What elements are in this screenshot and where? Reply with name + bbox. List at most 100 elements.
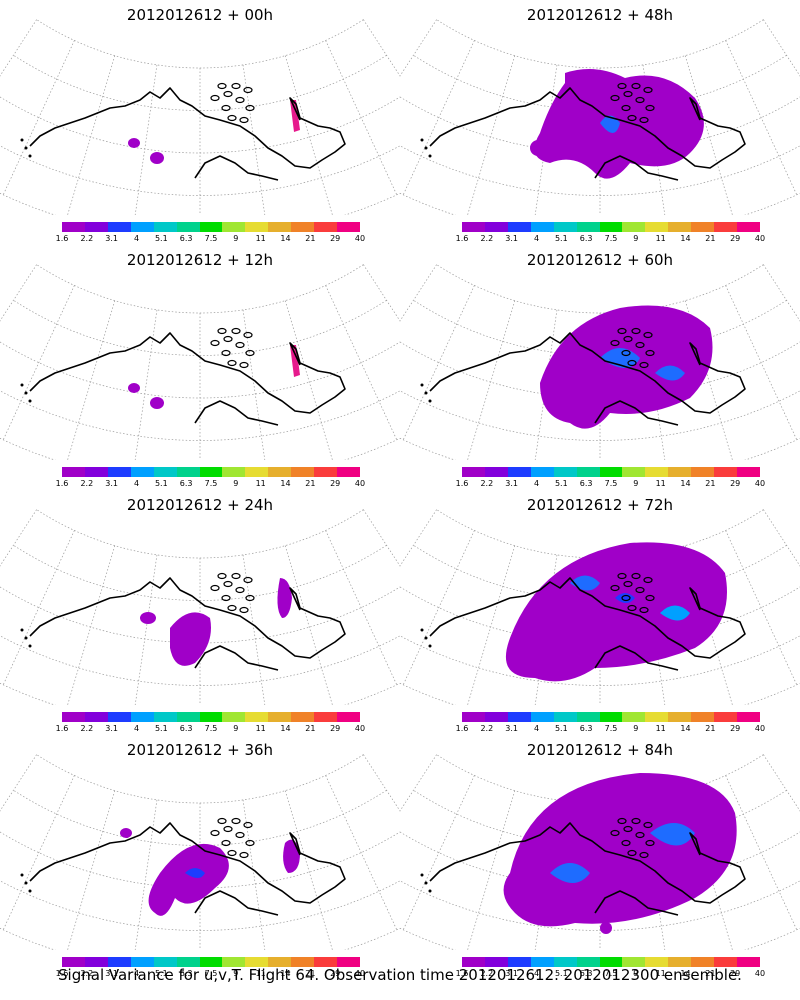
island-dot xyxy=(24,881,28,885)
island-dot xyxy=(428,399,432,403)
island-outline xyxy=(245,839,255,847)
colorbar-tick-label: 1.6 xyxy=(455,479,469,488)
colorbar-swatch xyxy=(176,712,200,722)
colorbar-tick-label: 2.2 xyxy=(80,969,94,978)
latitude-circle xyxy=(0,682,400,705)
island-outline xyxy=(239,606,249,614)
colorbar-tick-label: 4 xyxy=(133,969,140,978)
variance-region xyxy=(150,152,164,164)
island-outline xyxy=(635,341,645,349)
colorbar-tick-label: 5.1 xyxy=(154,969,168,978)
variance-region xyxy=(120,828,132,838)
latitude-circle xyxy=(400,437,800,460)
colorbar-swatch xyxy=(314,467,338,477)
island-outline xyxy=(645,839,655,847)
island-outline xyxy=(610,94,620,102)
variance-region xyxy=(615,593,635,603)
island-outline xyxy=(243,331,253,339)
colorbar-swatch xyxy=(530,712,554,722)
colorbar-tick-label: 7.5 xyxy=(604,479,618,488)
colorbar-swatch xyxy=(199,712,223,722)
colorbar-swatch xyxy=(599,467,623,477)
island-dot xyxy=(24,636,28,640)
colorbar-tick-label: 5.1 xyxy=(154,479,168,488)
colorbar-swatch xyxy=(245,467,269,477)
colorbar-ticks: 1.6 2.2 3.1 4 5.1 6.3 7.5 9 11 14 21 29 40 xyxy=(456,234,765,244)
colorbar-swatch xyxy=(462,467,485,477)
map-plot xyxy=(0,754,400,950)
island-outline xyxy=(610,339,620,347)
island-outline xyxy=(635,96,645,104)
colorbar-swatch xyxy=(462,712,485,722)
colorbar-tick-label: 21 xyxy=(305,479,316,488)
island-outline xyxy=(210,829,220,837)
island-dot xyxy=(420,873,424,877)
colorbar-swatch xyxy=(199,222,223,232)
colorbar-swatch xyxy=(153,712,177,722)
colorbar-tick-label: 40 xyxy=(354,234,366,243)
colorbar-tick-label: 11 xyxy=(655,234,666,243)
island-outline xyxy=(643,86,653,94)
forecast-panel: 2012012612 + 00h 1.6 2.2 3.1 4 5.1 6.3 7.5 9 11 14… xyxy=(0,0,400,245)
colorbar-tick-label: 29 xyxy=(330,479,341,488)
forecast-panel: 2012012612 + 84h 1.6 2.2 3.1 4 5.1 6.3 7.5 9 11 14… xyxy=(400,735,800,980)
island-outline xyxy=(217,82,227,90)
colorbar xyxy=(62,712,360,722)
latitude-circle xyxy=(400,927,800,950)
colorbar-tick-label: 40 xyxy=(754,724,766,733)
colorbar-tick-label: 3.1 xyxy=(505,479,519,488)
meridian-line xyxy=(0,19,37,77)
island-outline xyxy=(239,851,249,859)
meridian-line xyxy=(467,790,516,950)
island-dot xyxy=(420,138,424,142)
colorbar-tick-label: 14 xyxy=(680,234,691,243)
colorbar-tick-label: 1.6 xyxy=(55,479,69,488)
island-outline xyxy=(235,831,245,839)
panel-title: 2012012612 + 36h xyxy=(126,741,274,759)
island-dot xyxy=(428,889,432,893)
colorbar-tick-label: 5.1 xyxy=(554,234,568,243)
colorbar-tick-label: 6.3 xyxy=(179,479,193,488)
colorbar-swatch xyxy=(691,222,715,232)
colorbar-tick-label: 11 xyxy=(655,479,666,488)
colorbar-swatch xyxy=(130,957,154,967)
colorbar-swatch xyxy=(222,712,246,722)
colorbar-swatch xyxy=(62,467,85,477)
colorbar-swatch xyxy=(507,222,531,232)
colorbar-swatch xyxy=(153,467,177,477)
colorbar-swatch xyxy=(337,957,360,967)
colorbar-swatch xyxy=(291,712,315,722)
meridian-line xyxy=(284,300,333,460)
island-outline xyxy=(210,339,220,347)
meridian-line xyxy=(2,775,75,930)
colorbar-tick-label: 9 xyxy=(233,969,239,978)
colorbar-tick-label: 21 xyxy=(705,724,716,733)
colorbar-tick-label: 29 xyxy=(730,479,741,488)
map-plot xyxy=(400,754,800,950)
colorbar-ticks: 1.6 2.2 3.1 4 5.1 6.3 7.5 9 11 14 21 29 40 xyxy=(456,724,765,734)
colorbar-tick-label: 3.1 xyxy=(105,234,119,243)
colorbar-tick-label: 2.2 xyxy=(480,969,494,978)
colorbar-tick-label: 5.1 xyxy=(154,724,168,733)
colorbar-swatch xyxy=(62,222,85,232)
colorbar-swatch xyxy=(337,222,360,232)
colorbar-swatch xyxy=(507,957,531,967)
panel-title: 2012012612 + 00h xyxy=(126,6,274,24)
latitude-circle xyxy=(0,437,400,460)
meridian-line xyxy=(402,285,475,440)
coastline xyxy=(29,332,346,414)
colorbar-tick-label: 7.5 xyxy=(204,479,218,488)
colorbar-tick-label: 4 xyxy=(133,479,140,488)
colorbar-swatch xyxy=(62,712,85,722)
colorbar-tick-label: 7.5 xyxy=(604,969,618,978)
latitude-circle xyxy=(436,264,764,314)
colorbar-swatch xyxy=(153,957,177,967)
colorbar-tick-label: 1.6 xyxy=(55,969,69,978)
latitude-circle xyxy=(36,754,364,804)
island-outline xyxy=(627,114,637,122)
colorbar-swatch xyxy=(314,712,338,722)
colorbar-swatch xyxy=(84,467,108,477)
colorbar-tick-label: 11 xyxy=(255,969,266,978)
island-outline xyxy=(643,821,653,829)
island-dot xyxy=(428,644,432,648)
